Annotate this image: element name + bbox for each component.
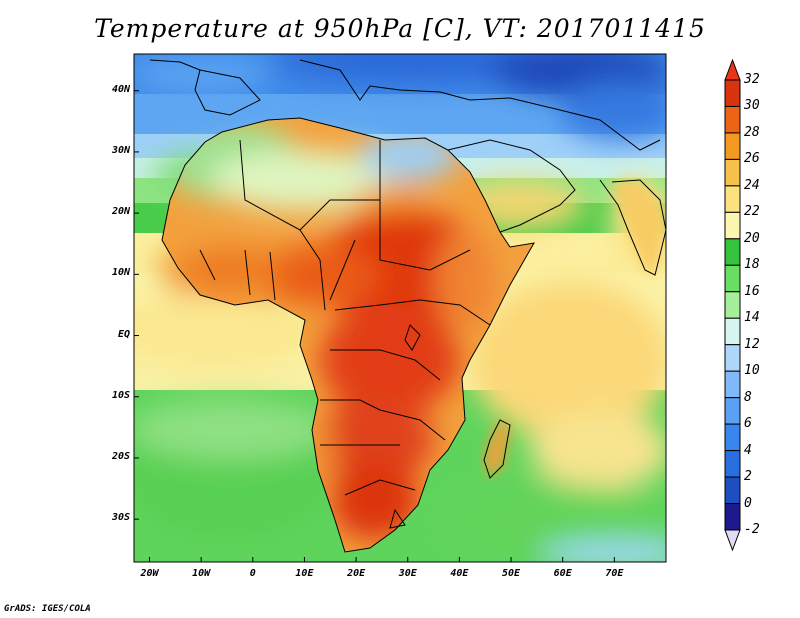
x-tick-label: 50E — [502, 568, 521, 579]
colorbar-label: 0 — [744, 495, 752, 511]
colorbar-swatch — [724, 476, 741, 505]
colorbar-label: 14 — [744, 310, 760, 326]
colorbar-swatch — [724, 291, 741, 319]
colorbar-label: 20 — [744, 230, 760, 246]
colorbar-swatch — [724, 344, 741, 372]
colorbar-label: 18 — [744, 257, 760, 273]
colorbar-swatch — [724, 370, 741, 399]
y-tick-label: 20S — [111, 450, 130, 462]
map-title: Temperature at 950hPa [C], VT: 201701141… — [94, 14, 706, 43]
colorbar-swatch — [724, 158, 741, 187]
y-tick-label: EQ — [117, 328, 130, 340]
colorbar — [724, 58, 741, 552]
x-tick-label: 0 — [249, 568, 256, 579]
colorbar-label: 28 — [744, 124, 760, 140]
colorbar-swatch — [724, 317, 741, 346]
colorbar-swatch — [724, 79, 741, 107]
colorbar-label: 8 — [744, 389, 752, 405]
y-axis-ticks — [134, 90, 139, 520]
x-tick-label: 30E — [398, 568, 417, 579]
colorbar-label: 26 — [744, 151, 760, 167]
colorbar-label: 32 — [744, 72, 760, 87]
plot-frame — [133, 53, 667, 563]
colorbar-swatch — [724, 105, 741, 134]
colorbar-label: 10 — [744, 363, 760, 379]
colorbar-swatch — [724, 503, 741, 531]
x-tick-label: 70E — [605, 568, 624, 579]
colorbar-swatch — [724, 185, 741, 213]
x-tick-label: 10W — [192, 568, 211, 579]
colorbar-label: 16 — [744, 283, 760, 299]
colorbar-swatch — [724, 211, 741, 240]
colorbar-label: 30 — [744, 98, 760, 114]
colorbar-swatch — [724, 397, 741, 425]
colorbar-label: 12 — [744, 336, 760, 352]
coastlines-and-borders — [149, 59, 666, 553]
colorbar-label: 6 — [744, 416, 752, 432]
y-tick-label: 20N — [111, 206, 130, 218]
y-tick-label: 10N — [111, 267, 130, 279]
colorbar-over-arrow — [724, 58, 741, 81]
x-tick-label: 60E — [553, 568, 572, 579]
x-tick-label: 20W — [140, 568, 159, 579]
x-axis-ticks — [148, 557, 615, 562]
colorbar-swatch — [724, 238, 741, 266]
colorbar-swatch — [724, 423, 741, 452]
x-tick-label: 40E — [450, 568, 469, 579]
y-tick-label: 40N — [111, 83, 130, 95]
temperature-field — [134, 54, 666, 562]
colorbar-label: 22 — [744, 204, 760, 220]
colorbar-label: 4 — [744, 442, 752, 458]
colorbar-label: 24 — [744, 177, 760, 193]
colorbar-label: -2 — [744, 522, 760, 537]
colorbar-swatch — [724, 264, 741, 293]
y-tick-label: 30S — [111, 512, 130, 524]
colorbar-under-arrow — [724, 529, 741, 552]
footer-credit: GrADS: IGES/COLA — [4, 604, 91, 614]
colorbar-label: 2 — [744, 469, 752, 485]
x-tick-label: 10E — [295, 568, 314, 579]
y-tick-label: 10S — [111, 389, 130, 401]
y-tick-label: 30N — [111, 144, 130, 156]
colorbar-swatch — [724, 132, 741, 160]
x-tick-label: 20E — [347, 568, 366, 579]
colorbar-swatch — [724, 450, 741, 478]
